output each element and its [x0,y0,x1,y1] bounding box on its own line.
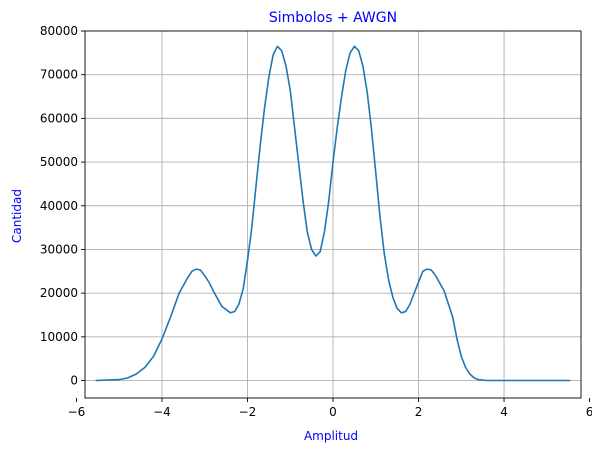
x-axis-ticks: −6 −4 −2 0 2 4 6 [68,398,592,419]
x-tick-label: 4 [500,405,508,419]
y-tick-label: 50000 [40,155,78,169]
y-tick-label: 20000 [40,286,78,300]
y-axis-ticks: 0 10000 20000 30000 40000 50000 60000 70000 8000… [40,24,85,388]
y-tick-label: 70000 [40,68,78,82]
y-tick-label: 60000 [40,111,78,125]
y-tick-label: 10000 [40,330,78,344]
y-tick-label: 0 [70,374,78,388]
x-tick-label: 0 [329,405,337,419]
x-axis-label: Amplitud [304,429,358,443]
plot-area [95,45,571,382]
y-tick-label: 40000 [40,199,78,213]
y-axis-label: Cantidad [10,189,24,243]
grid-lines [85,31,581,398]
chart-title: Simbolos + AWGN [269,10,397,26]
y-tick-label: 30000 [40,242,78,256]
x-tick-label: 6 [586,405,592,419]
x-tick-label: −6 [68,405,86,419]
x-tick-label: 2 [415,405,423,419]
series-line [95,45,571,382]
x-tick-label: −2 [239,405,257,419]
y-tick-label: 80000 [40,24,78,38]
x-tick-label: −4 [153,405,171,419]
